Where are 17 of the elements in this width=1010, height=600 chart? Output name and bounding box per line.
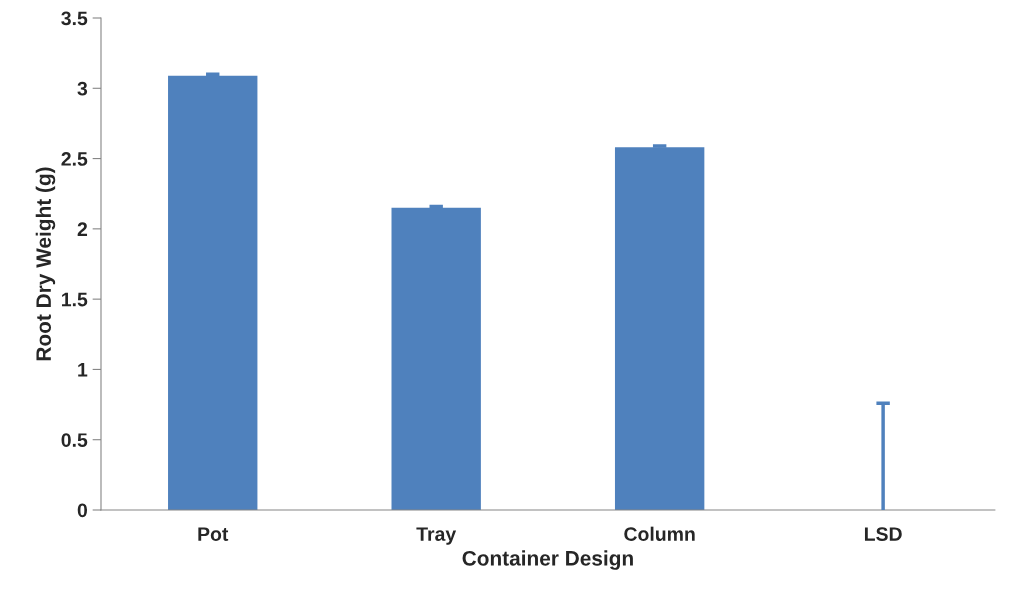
x-tick-label: Column xyxy=(624,526,695,541)
y-tick-label: 0.5 xyxy=(61,433,88,447)
x-tick-label: LSD xyxy=(864,527,902,541)
bar xyxy=(168,75,258,510)
y-tick-label: 2 xyxy=(77,222,88,236)
y-tick-label: 1.5 xyxy=(62,292,88,307)
y-axis-title: Root Dry Weight (g) xyxy=(35,167,56,361)
x-axis-title: Container Design xyxy=(462,550,633,570)
y-tick-label: 0 xyxy=(77,503,88,518)
y-tick-label: 2.5 xyxy=(61,152,88,166)
y-tick-label: 1 xyxy=(78,363,88,377)
x-tick-label: Tray xyxy=(416,527,457,545)
x-tick-label: Pot xyxy=(198,527,229,541)
bar xyxy=(614,147,705,510)
y-tick-label: 3 xyxy=(77,81,88,96)
y-tick-label: 3.5 xyxy=(61,11,88,26)
bar xyxy=(391,207,481,510)
